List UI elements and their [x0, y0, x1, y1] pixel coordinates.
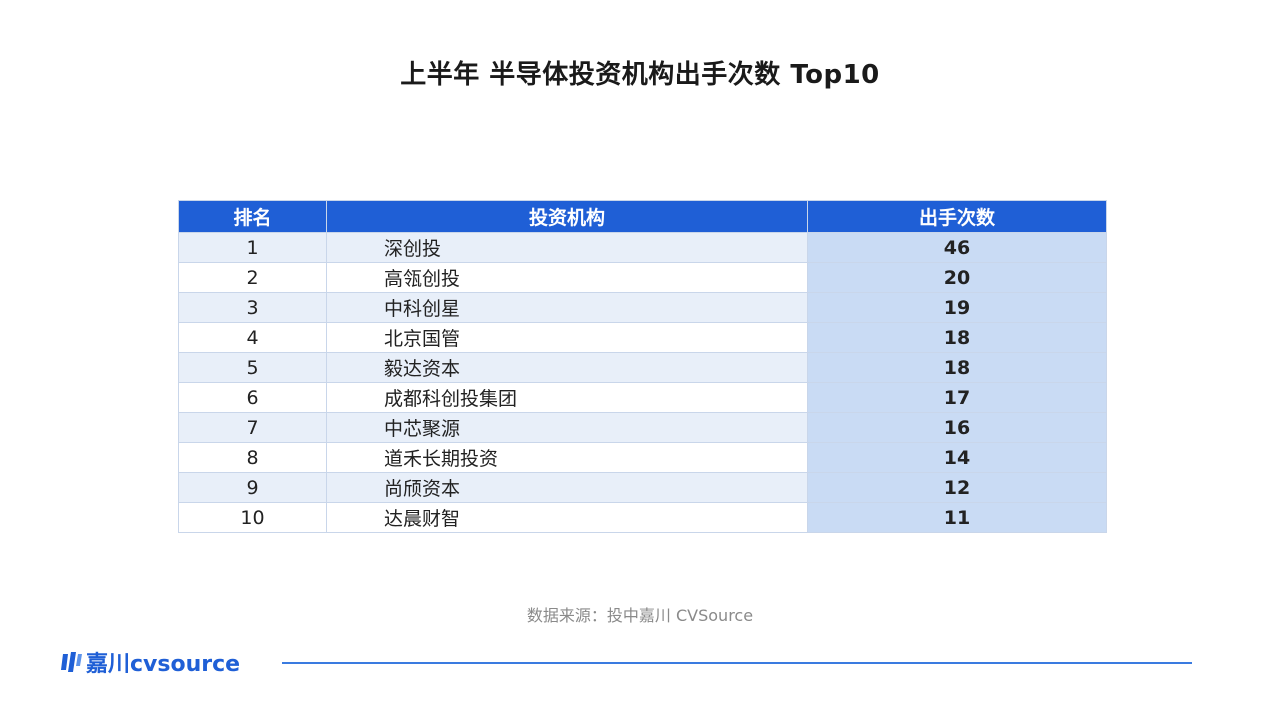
org-cell: 道禾长期投资 — [326, 442, 808, 473]
count-cell: 18 — [807, 322, 1107, 353]
rank-cell: 9 — [178, 472, 327, 503]
org-cell: 尚颀资本 — [326, 472, 808, 503]
count-cell: 18 — [807, 352, 1107, 383]
count-cell: 14 — [807, 442, 1107, 473]
footer-divider — [282, 662, 1192, 664]
org-cell: 高瓴创投 — [326, 262, 808, 293]
table-row: 4 北京国管 18 — [178, 322, 1107, 353]
header-rank: 排名 — [178, 200, 327, 233]
table-header-row: 排名 投资机构 出手次数 — [178, 200, 1107, 233]
source-note: 数据来源：投中嘉川 CVSource — [526, 606, 754, 625]
org-cell: 深创投 — [326, 232, 808, 263]
table-row: 7 中芯聚源 16 — [178, 412, 1107, 443]
rank-cell: 10 — [178, 502, 327, 533]
table-row: 2 高瓴创投 20 — [178, 262, 1107, 293]
rank-cell: 6 — [178, 382, 327, 413]
table-body: 1 深创投 46 2 高瓴创投 20 3 中科创星 19 4 北京国管 18 5 毅达资本 18 6 成都科创投… — [178, 232, 1107, 533]
header-org: 投资机构 — [326, 200, 808, 233]
table-row: 8 道禾长期投资 14 — [178, 442, 1107, 473]
rank-cell: 7 — [178, 412, 327, 443]
org-cell: 达晨财智 — [326, 502, 808, 533]
table-row: 3 中科创星 19 — [178, 292, 1107, 323]
count-cell: 46 — [807, 232, 1107, 263]
count-cell: 17 — [807, 382, 1107, 413]
count-cell: 20 — [807, 262, 1107, 293]
header-count: 出手次数 — [807, 200, 1107, 233]
count-cell: 12 — [807, 472, 1107, 503]
footer-logo: 嘉川cvsource — [60, 648, 241, 677]
count-cell: 19 — [807, 292, 1107, 323]
rank-cell: 2 — [178, 262, 327, 293]
rank-cell: 1 — [178, 232, 327, 263]
count-cell: 11 — [807, 502, 1107, 533]
org-cell: 北京国管 — [326, 322, 808, 353]
rank-cell: 3 — [178, 292, 327, 323]
table-row: 10 达晨财智 11 — [178, 502, 1107, 533]
org-cell: 中科创星 — [326, 292, 808, 323]
jiachuan-logo-icon — [61, 652, 82, 672]
ranking-table: 排名 投资机构 出手次数 1 深创投 46 2 高瓴创投 20 3 中科创星 19 4 北京国管 18… — [178, 200, 1107, 533]
table-row: 9 尚颀资本 12 — [178, 472, 1107, 503]
table-row: 6 成都科创投集团 17 — [178, 382, 1107, 413]
org-cell: 毅达资本 — [326, 352, 808, 383]
table-row: 5 毅达资本 18 — [178, 352, 1107, 383]
rank-cell: 8 — [178, 442, 327, 473]
rank-cell: 4 — [178, 322, 327, 353]
org-cell: 中芯聚源 — [326, 412, 808, 443]
page-title: 上半年 半导体投资机构出手次数 Top10 — [400, 60, 880, 90]
rank-cell: 5 — [178, 352, 327, 383]
logo-text: 嘉川cvsource — [86, 652, 241, 677]
org-cell: 成都科创投集团 — [326, 382, 808, 413]
table-row: 1 深创投 46 — [178, 232, 1107, 263]
count-cell: 16 — [807, 412, 1107, 443]
